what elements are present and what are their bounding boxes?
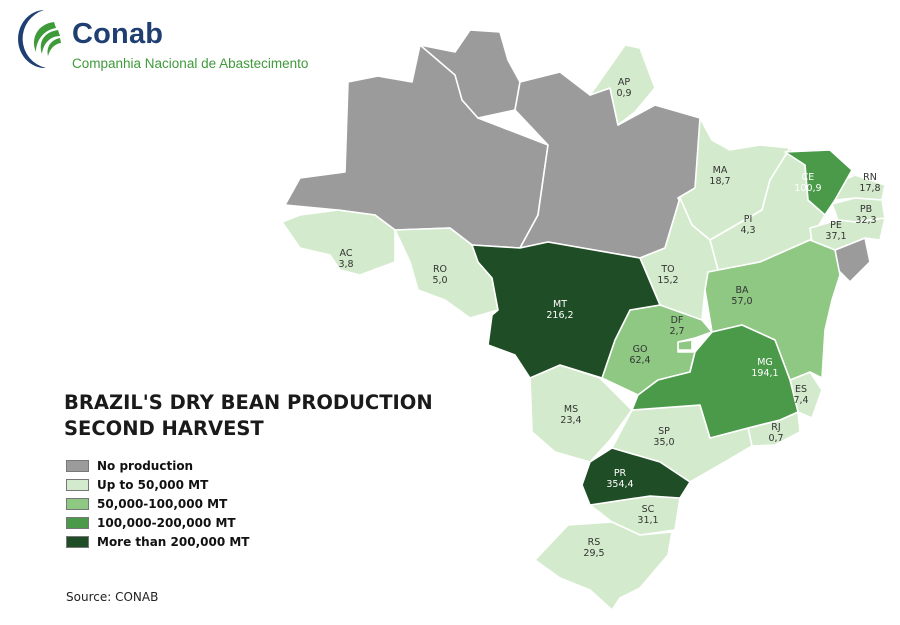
state-code-ro: RO <box>433 264 447 275</box>
legend-swatch <box>66 516 89 529</box>
legend-label: Up to 50,000 MT <box>97 477 209 492</box>
state-mt <box>471 241 661 379</box>
state-code-pb: PB <box>860 204 872 215</box>
legend-label: More than 200,000 MT <box>97 534 250 549</box>
legend-label: No production <box>97 458 194 473</box>
state-code-pi: PI <box>744 214 753 225</box>
legend-swatch <box>66 459 89 472</box>
state-pr <box>581 447 691 506</box>
state-value-rs: 29,5 <box>583 548 604 559</box>
state-value-rn: 17,8 <box>859 183 880 194</box>
state-ac <box>281 209 396 276</box>
map-title: BRAZIL'S DRY BEAN PRODUCTION SECOND HARV… <box>64 390 433 442</box>
state-value-go: 62,4 <box>629 355 650 366</box>
state-mg <box>631 324 799 439</box>
state-value-df: 2,7 <box>669 326 684 337</box>
state-code-mg: MG <box>757 357 773 368</box>
state-code-ms: MS <box>564 404 578 415</box>
state-code-to: TO <box>660 264 674 275</box>
state-code-es: ES <box>795 384 807 395</box>
state-code-mt: MT <box>553 299 567 310</box>
state-code-rs: RS <box>588 537 601 548</box>
legend-label: 100,000-200,000 MT <box>97 515 236 530</box>
state-value-sc: 31,1 <box>637 515 658 526</box>
legend-swatch <box>66 535 89 548</box>
legend-item-no-production: No production <box>66 456 249 475</box>
state-value-mg: 194,1 <box>751 368 778 379</box>
state-value-pe: 37,1 <box>825 231 846 242</box>
state-code-sp: SP <box>658 426 670 437</box>
legend-swatch <box>66 478 89 491</box>
legend: No production Up to 50,000 MT 50,000-100… <box>66 456 249 551</box>
state-code-df: DF <box>671 315 684 326</box>
legend-label: 50,000-100,000 MT <box>97 496 228 511</box>
state-code-rj: RJ <box>771 422 780 433</box>
state-code-rn: RN <box>863 172 877 183</box>
state-value-pr: 354,4 <box>606 479 633 490</box>
state-value-rj: 0,7 <box>768 433 783 444</box>
conab-logo: Conab Companhia Nacional de Abasteciment… <box>14 6 344 76</box>
source-note: Source: CONAB <box>66 590 159 604</box>
state-to <box>639 197 719 321</box>
state-value-mt: 216,2 <box>546 310 573 321</box>
state-code-pe: PE <box>830 220 842 231</box>
state-code-pr: PR <box>614 468 627 479</box>
state-value-pi: 4,3 <box>740 225 755 236</box>
state-value-es: 7,4 <box>793 395 808 406</box>
state-code-ap: AP <box>618 77 630 88</box>
state-code-ce: CE <box>802 172 815 183</box>
legend-item-over-200k: More than 200,000 MT <box>66 532 249 551</box>
state-value-pb: 32,3 <box>855 215 876 226</box>
legend-item-50k-100k: 50,000-100,000 MT <box>66 494 249 513</box>
state-code-ba: BA <box>735 285 749 296</box>
logo-name: Conab <box>72 18 164 50</box>
state-code-sc: SC <box>642 504 655 515</box>
state-go <box>601 304 713 396</box>
state-ap <box>589 44 656 126</box>
state-value-to: 15,2 <box>657 275 678 286</box>
legend-swatch <box>66 497 89 510</box>
state-code-go: GO <box>633 344 648 355</box>
conab-swirl-icon <box>18 10 61 69</box>
state-value-ms: 23,4 <box>560 415 581 426</box>
state-ce <box>784 149 853 216</box>
state-value-ac: 3,8 <box>338 259 353 270</box>
state-value-ap: 0,9 <box>616 88 631 99</box>
state-value-ba: 57,0 <box>731 296 752 307</box>
state-rs <box>534 521 673 611</box>
map-title-line2: SECOND HARVEST <box>64 417 264 440</box>
state-code-ma: MA <box>713 165 728 176</box>
map-title-line1: BRAZIL'S DRY BEAN PRODUCTION <box>64 391 433 414</box>
logo-tagline: Companhia Nacional de Abastecimento <box>72 56 309 71</box>
state-value-ro: 5,0 <box>432 275 447 286</box>
state-value-ma: 18,7 <box>709 176 730 187</box>
state-code-ac: AC <box>340 248 353 259</box>
state-value-ce: 100,9 <box>794 183 821 194</box>
legend-item-100k-200k: 100,000-200,000 MT <box>66 513 249 532</box>
state-value-sp: 35,0 <box>653 437 674 448</box>
legend-item-up-to-50k: Up to 50,000 MT <box>66 475 249 494</box>
